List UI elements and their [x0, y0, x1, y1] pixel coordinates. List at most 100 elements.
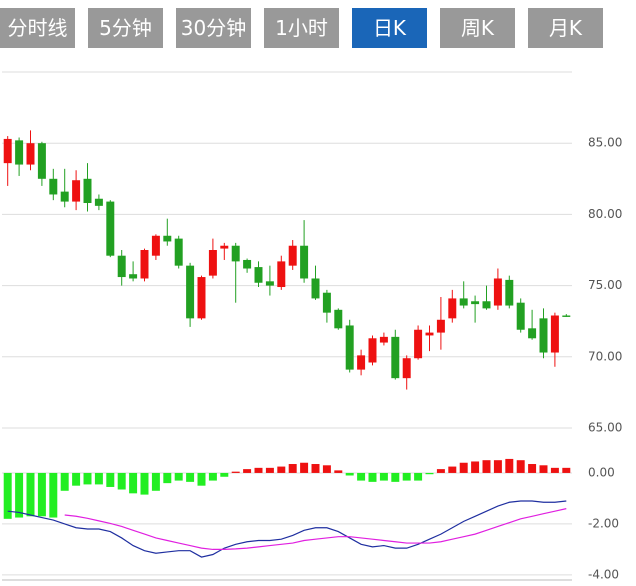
macd-bar [425, 472, 434, 475]
macd-bar [129, 472, 138, 494]
tab[interactable]: 日K [352, 8, 427, 48]
macd-bar [516, 460, 525, 473]
candle-body [334, 309, 343, 329]
candle-body [151, 235, 160, 256]
candle-body [288, 245, 297, 266]
macd-bar [3, 472, 12, 519]
candle-body [391, 336, 400, 379]
candle-body [117, 255, 126, 278]
macd-line [7, 500, 567, 558]
candle-body [539, 318, 548, 353]
macd-bar [94, 472, 103, 485]
macd-bar [357, 472, 366, 481]
candle-body [414, 329, 423, 359]
macd-bar [493, 460, 502, 473]
candle-body [516, 302, 525, 330]
macd-bar [49, 472, 58, 518]
macd-bar [505, 458, 514, 473]
macd-bar [151, 472, 160, 491]
tab[interactable]: 分时线 [0, 8, 75, 48]
macd-bar [163, 472, 172, 484]
candle-body [60, 191, 69, 202]
candle-body [49, 178, 58, 195]
candle-body [448, 298, 457, 319]
candle-body [322, 292, 331, 313]
macd-bar [231, 471, 240, 473]
candle-body [129, 274, 138, 279]
macd-bar [243, 469, 252, 473]
y-tick-label: -4.00 [588, 567, 619, 581]
macd-bar [72, 472, 81, 486]
macd-bar [562, 467, 571, 473]
macd-bar [60, 472, 69, 491]
candle-body [357, 355, 366, 370]
candle-body [243, 259, 252, 269]
macd-bar [334, 470, 343, 473]
macd-bar [26, 472, 35, 517]
macd-bar [83, 472, 92, 485]
candle-body [106, 201, 115, 256]
y-tick-label: 70.00 [588, 349, 622, 363]
candle-body [277, 261, 286, 288]
candle-body [379, 336, 388, 343]
candle-body [140, 250, 149, 279]
tab[interactable]: 30分钟 [176, 8, 251, 48]
candle-body [174, 238, 183, 266]
macd-bar [106, 472, 115, 487]
macd-bar [15, 472, 24, 518]
candle-body [402, 358, 411, 379]
macd-bar [254, 467, 263, 473]
tab[interactable]: 1小时 [264, 8, 339, 48]
candle-body [265, 281, 274, 286]
macd-bar [288, 464, 297, 473]
macd-bar [414, 472, 423, 481]
candle-body [482, 301, 491, 309]
candle-body [37, 143, 46, 179]
macd-bar [208, 472, 217, 481]
macd-bar [482, 460, 491, 473]
candle-body [254, 267, 263, 283]
candle-body [163, 235, 172, 242]
candle-body [459, 298, 468, 306]
macd-bar [322, 465, 331, 473]
y-tick-label: 0.00 [588, 465, 615, 479]
macd-bar [539, 465, 548, 473]
tab[interactable]: 5分钟 [88, 8, 163, 48]
macd-bar [37, 472, 46, 517]
candle-body [3, 138, 12, 164]
macd-bar [311, 464, 320, 473]
candle-body [83, 178, 92, 204]
candle-body [15, 140, 24, 165]
macd-bar [186, 472, 195, 482]
macd-bar [402, 472, 411, 481]
candle-body [471, 301, 480, 305]
tab[interactable]: 月K [528, 8, 603, 48]
candle-body [300, 245, 309, 279]
macd-line [64, 508, 567, 551]
macd-bar [197, 472, 206, 486]
candle-body [562, 315, 571, 317]
candle-body [220, 245, 229, 249]
candle-body [493, 278, 502, 306]
candle-body [425, 332, 434, 336]
macd-bar [220, 472, 229, 477]
candle-body [186, 265, 195, 319]
y-tick-label: -2.00 [588, 516, 619, 530]
candle-body [436, 319, 445, 333]
macd-bar [471, 461, 480, 473]
macd-bar [436, 469, 445, 473]
macd-bar [459, 462, 468, 473]
candle-body [72, 180, 81, 202]
candle-body [311, 278, 320, 299]
candle-body [208, 250, 217, 276]
macd-bar [528, 464, 537, 473]
macd-bar [300, 462, 309, 473]
macd-bar [345, 472, 354, 476]
tab[interactable]: 周K [440, 8, 515, 48]
candle-body [368, 338, 377, 363]
macd-bar [265, 467, 274, 473]
y-tick-label: 85.00 [588, 136, 622, 150]
tab-bar: 分时线 5分钟 30分钟 1小时 日K 周K 月K [0, 8, 603, 48]
